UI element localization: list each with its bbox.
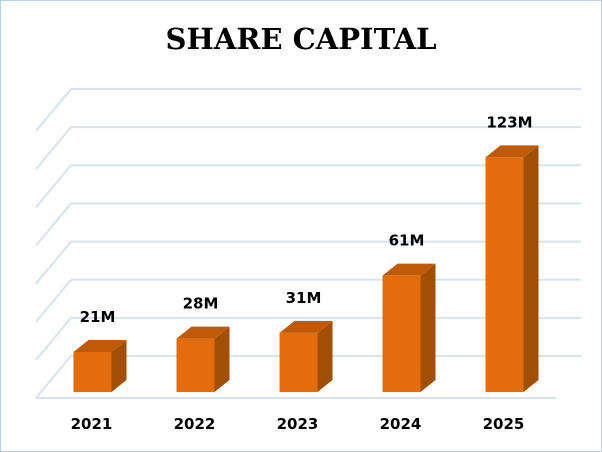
bar-top (279, 320, 333, 333)
gridline-side (35, 279, 72, 323)
bar-top (73, 339, 127, 352)
data-label: 61M (389, 232, 425, 250)
x-tick-label: 2023 (277, 415, 319, 433)
data-label: 28M (183, 295, 219, 313)
bar-front (382, 275, 421, 392)
x-tick-label: 2025 (483, 415, 525, 433)
bar-front (176, 338, 215, 392)
chart-title: SHARE CAPITAL (166, 22, 437, 56)
gridline-side (35, 164, 72, 208)
bar-2025 (485, 145, 539, 392)
data-labels: 21M 28M 31M 61M 123M (80, 113, 533, 326)
bar-top (176, 326, 230, 339)
gridline-side (35, 317, 72, 361)
x-tick-label: 2022 (174, 415, 216, 433)
bar-front (485, 157, 524, 392)
gridline-side (35, 88, 72, 132)
x-tick-label: 2021 (71, 415, 113, 433)
bar-2024 (382, 263, 436, 392)
gridline-side (35, 240, 72, 285)
bar-front (73, 351, 112, 392)
bar-2023 (279, 320, 333, 392)
bar-2022 (176, 326, 230, 392)
gridline-side (35, 355, 72, 399)
data-label: 21M (80, 308, 116, 326)
gridline-side (35, 202, 72, 247)
bar-2021 (73, 339, 127, 392)
bar-top (485, 145, 539, 158)
bar-side (214, 326, 230, 392)
bars (73, 145, 539, 392)
x-tick-label: 2024 (380, 415, 422, 433)
bar-side (420, 263, 436, 392)
bar-top (382, 263, 436, 276)
gridline-side (35, 126, 72, 170)
bar-side (523, 145, 539, 392)
grid (35, 88, 581, 399)
bar-front (279, 332, 318, 392)
bar-side (317, 320, 333, 392)
data-label: 123M (486, 113, 532, 131)
x-axis-ticks: 2021 2022 2023 2024 2025 (71, 415, 525, 433)
data-label: 31M (286, 289, 322, 307)
bar-side (111, 339, 127, 392)
